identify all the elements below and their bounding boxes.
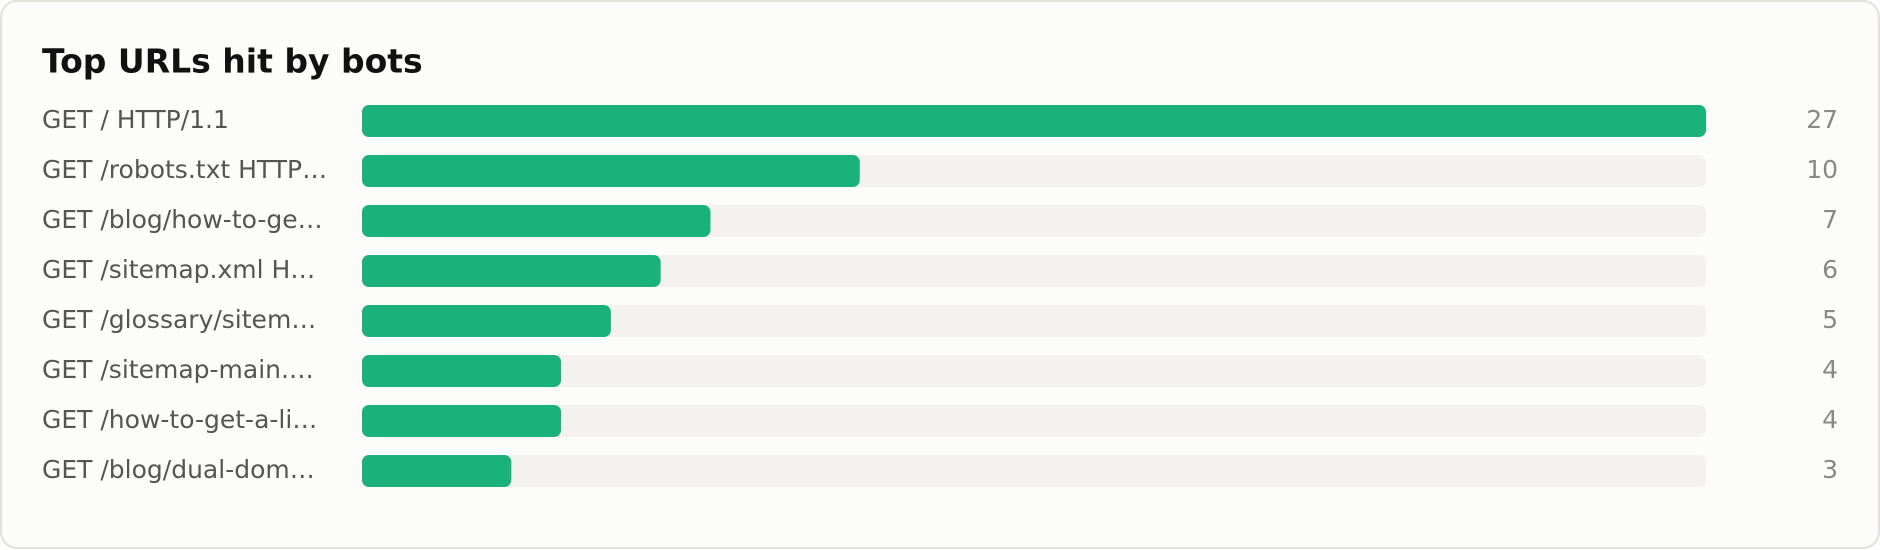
- bar-track: [362, 305, 1706, 337]
- row-label: GET /blog/dual-dom…: [42, 455, 315, 484]
- row-label: GET /sitemap.xml H…: [42, 255, 315, 284]
- bar: [362, 105, 1706, 137]
- value-label: 4: [1822, 405, 1838, 434]
- value-label: 7: [1822, 205, 1838, 234]
- value-label: 5: [1822, 305, 1838, 334]
- bar: [362, 355, 562, 387]
- row-label: GET /glossary/sitem…: [42, 305, 316, 334]
- bar-track: [362, 255, 1706, 287]
- bar-track: [362, 405, 1706, 437]
- row-label: GET /robots.txt HTTP…: [42, 155, 327, 184]
- bar: [362, 255, 661, 287]
- value-label: 3: [1822, 455, 1838, 484]
- value-label: 27: [1806, 105, 1838, 134]
- row-label: GET /how-to-get-a-li…: [42, 405, 317, 434]
- bar: [362, 455, 512, 487]
- bar: [362, 155, 860, 187]
- row-label: GET / HTTP/1.1: [42, 105, 229, 134]
- value-label: 6: [1822, 255, 1838, 284]
- bar: [362, 405, 562, 437]
- row-label: GET /sitemap-main.…: [42, 355, 314, 384]
- value-label: 10: [1806, 155, 1838, 184]
- bar: [362, 205, 711, 237]
- chart-title: Top URLs hit by bots: [42, 42, 423, 81]
- row-label: GET /blog/how-to-ge…: [42, 205, 323, 234]
- value-label: 4: [1822, 355, 1838, 384]
- bar-track: [362, 455, 1706, 487]
- bar: [362, 305, 611, 337]
- bar-track: [362, 355, 1706, 387]
